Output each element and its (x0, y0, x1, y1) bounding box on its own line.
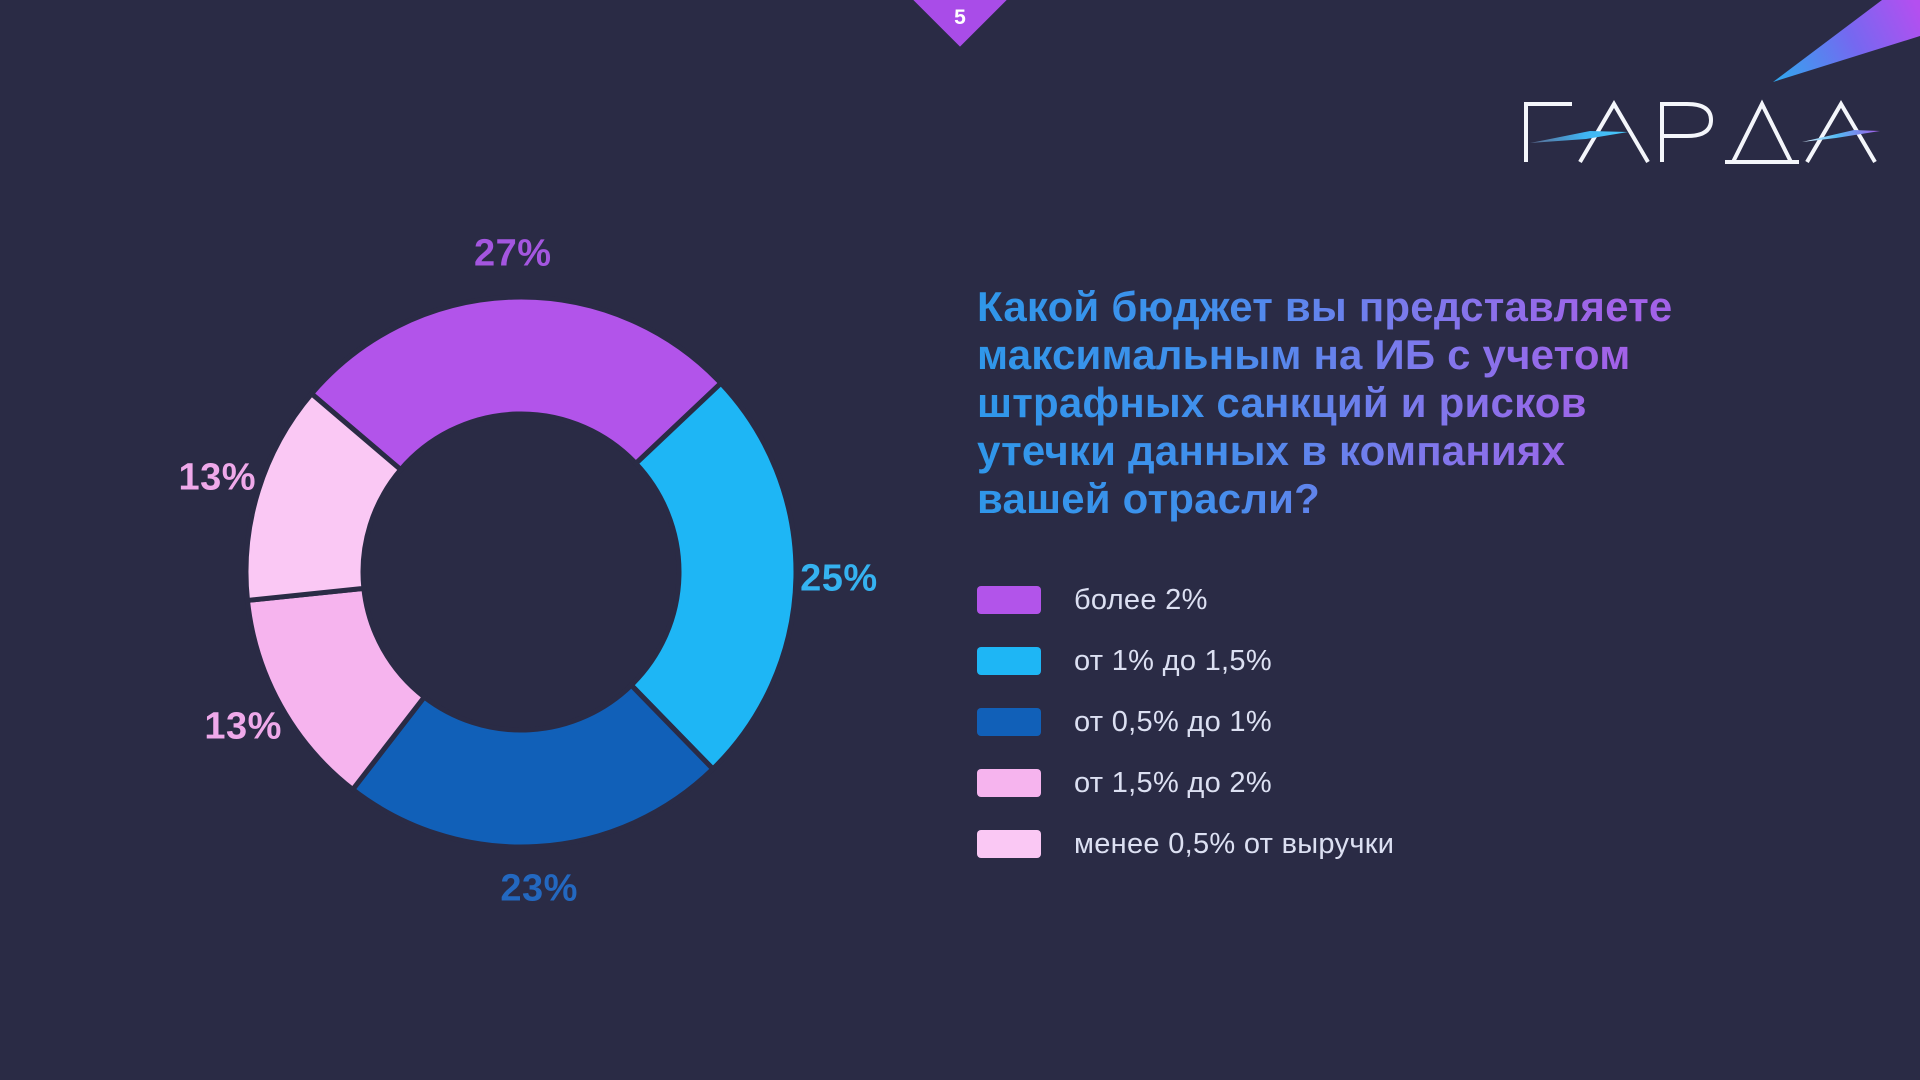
legend-swatch (977, 586, 1041, 614)
donut-percentage-label: 13% (178, 456, 257, 499)
donut-percentage-label: 23% (500, 867, 578, 910)
legend-item: от 0,5% до 1% (977, 705, 1394, 738)
question-title-line: утечки данных в компаниях (977, 427, 1566, 474)
question-title-line: максимальным на ИБ с учетом (977, 331, 1631, 378)
donut-segment (243, 390, 405, 604)
logo-letter-a2 (1805, 100, 1877, 164)
legend-item: от 1,5% до 2% (977, 766, 1394, 799)
logo-letter-r (1660, 102, 1714, 162)
legend-swatch (977, 647, 1041, 675)
donut-chart: 27% 25% 23% 13% 13% (178, 233, 877, 910)
question-title: Какой бюджет вы представляете максимальны… (977, 283, 1672, 523)
legend-swatch (977, 830, 1041, 858)
legend-item-label: менее 0,5% от выручки (1074, 827, 1395, 860)
legend-swatch (977, 769, 1041, 797)
donut-percentage-label: 27% (473, 232, 552, 275)
legend-item-label: более 2% (1074, 583, 1208, 616)
page-number-marker: 5 (0, 0, 1920, 60)
donut-segment (349, 681, 717, 850)
legend-item: более 2% (977, 583, 1394, 616)
legend-item: от 1% до 1,5% (977, 644, 1394, 677)
logo-letter-g (1524, 102, 1572, 162)
legend-item-label: от 1% до 1,5% (1074, 644, 1272, 677)
logo-swoosh-icon (1530, 131, 1628, 143)
donut-ring (243, 294, 799, 850)
question-title-line: Какой бюджет вы представляете (977, 283, 1673, 330)
legend-item: менее 0,5% от выручки (977, 827, 1395, 860)
question-title-line: штрафных санкций и рисков (977, 379, 1587, 426)
chart-legend: более 2% от 1% до 1,5% от 0,5% до 1% от 1,5… (977, 583, 1395, 891)
garda-logo (1524, 99, 1880, 164)
corner-comet-icon (1773, 0, 1920, 82)
logo-letter-d (1725, 99, 1799, 164)
donut-percentage-label: 25% (800, 557, 878, 600)
donut-percentage-label: 13% (204, 705, 282, 748)
page-number: 5 (954, 6, 966, 29)
donut-segment (627, 379, 799, 773)
donut-segment (308, 294, 725, 474)
legend-item-label: от 0,5% до 1% (1074, 705, 1272, 738)
question-title-line: вашей отрасли? (977, 475, 1320, 522)
logo-letter-a1 (1578, 100, 1650, 164)
logo-swoosh2-icon (1802, 130, 1880, 142)
legend-item-label: от 1,5% до 2% (1074, 766, 1272, 799)
legend-swatch (977, 708, 1041, 736)
